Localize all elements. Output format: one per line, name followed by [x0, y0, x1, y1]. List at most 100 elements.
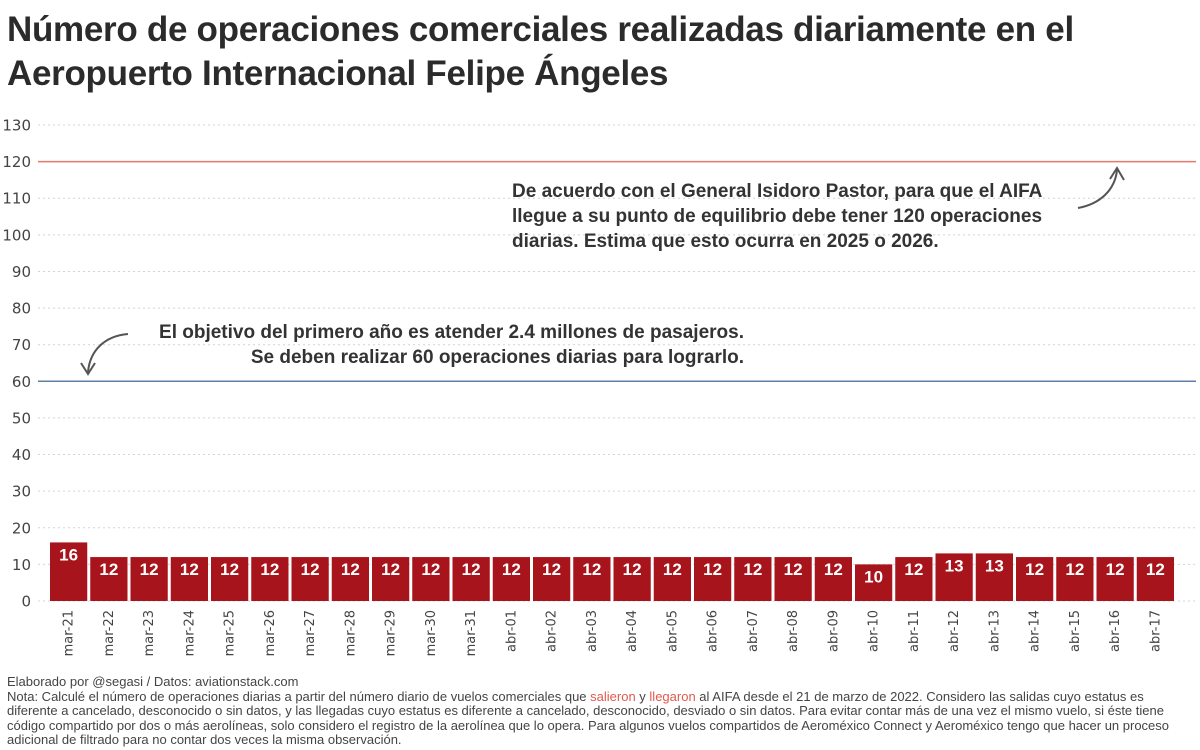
annotation-breakeven: De acuerdo con el General Isidoro Pastor… — [512, 179, 1042, 254]
y-tick-label: 20 — [12, 519, 31, 537]
x-tick-label: abr-17 — [1148, 610, 1163, 652]
bar — [814, 557, 852, 601]
note-text: Nota: Calculé el número de operaciones d… — [7, 688, 1197, 748]
bar — [653, 557, 691, 601]
x-tick-label: abr-08 — [786, 610, 801, 652]
x-tick-label: abr-11 — [907, 610, 922, 652]
bar-value-label: 12 — [743, 560, 762, 579]
bar — [372, 557, 410, 601]
reference-lines — [38, 160, 1196, 383]
x-tick-label: abr-14 — [1028, 610, 1043, 652]
bar-value-label: 13 — [985, 556, 1004, 575]
bar-value-label: 12 — [703, 560, 722, 579]
bar-value-label: 12 — [140, 560, 159, 579]
bar-value-label: 10 — [864, 567, 883, 586]
bar-value-label: 13 — [945, 556, 964, 575]
bar — [492, 557, 530, 601]
bar — [452, 557, 490, 601]
x-tick-label: mar-22 — [102, 610, 117, 656]
bar — [1056, 557, 1094, 601]
y-tick-label: 70 — [12, 336, 31, 354]
arrow-to-60-icon — [87, 333, 129, 373]
bar — [1096, 557, 1134, 601]
bar — [130, 557, 168, 601]
bar — [211, 557, 249, 601]
y-axis: 0 10 20 30 40 50 60 70 80 90 100 110 120 130 — [2, 117, 31, 611]
bar — [855, 564, 893, 601]
y-tick-label: 100 — [2, 226, 31, 244]
chart-title-line-1: Número de operaciones comerciales realiz… — [7, 10, 1074, 49]
annotation-breakeven-line-2: llegue a su punto de equilibrio debe ten… — [512, 206, 1043, 227]
x-tick-label: abr-07 — [746, 610, 761, 652]
annotation-arrows — [80, 166, 1125, 376]
x-tick-label: abr-12 — [947, 610, 962, 652]
x-tick-label: mar-29 — [384, 610, 399, 656]
bar — [975, 553, 1013, 601]
x-tick-label: abr-01 — [504, 610, 519, 652]
x-tick-label: mar-23 — [142, 610, 157, 656]
bar — [170, 557, 208, 601]
bar-value-label: 12 — [1065, 560, 1084, 579]
x-tick-label: mar-31 — [464, 610, 479, 656]
bar-labels: 16 12 12 12 12 12 12 12 12 12 12 12 12 12 12 12 12 12 12 12… — [59, 545, 1165, 586]
bar-value-label: 12 — [784, 560, 803, 579]
bar — [613, 557, 651, 601]
x-tick-label: mar-24 — [182, 610, 197, 656]
bar-chart: 0 10 20 30 40 50 60 70 80 90 100 110 120 130 16 12 12 12… — [2, 117, 1196, 656]
bar-value-label: 12 — [623, 560, 642, 579]
y-tick-label: 10 — [12, 556, 31, 574]
y-tick-label: 60 — [12, 373, 31, 391]
annotation-breakeven-line-3: diarias. Estima que esto ocurra en 2025 … — [512, 231, 939, 252]
annotation-first-year-goal: El objetivo del primero año es atender 2… — [140, 320, 744, 370]
bar-value-label: 12 — [904, 560, 923, 579]
bar-value-label: 12 — [99, 560, 118, 579]
bar — [774, 557, 812, 601]
x-axis: mar-21 mar-22 mar-23 mar-24 mar-25 mar-26 mar-… — [62, 610, 1164, 656]
x-tick-label: abr-15 — [1068, 610, 1083, 652]
bar — [573, 557, 611, 601]
x-tick-label: abr-06 — [706, 610, 721, 652]
bar — [50, 542, 88, 601]
bar — [412, 557, 450, 601]
bar — [1016, 557, 1054, 601]
bar-value-label: 12 — [663, 560, 682, 579]
bar — [734, 557, 772, 601]
y-tick-label: 120 — [2, 153, 31, 171]
x-tick-label: abr-10 — [867, 610, 882, 652]
note-highlight-llegaron: llegaron — [649, 688, 696, 704]
bar-value-label: 12 — [381, 560, 400, 579]
bar — [935, 553, 973, 601]
bar-value-label: 12 — [341, 560, 360, 579]
x-tick-label: abr-13 — [987, 610, 1002, 652]
bar — [533, 557, 571, 601]
footer: Elaborado por @segasi / Datos: aviations… — [7, 674, 1197, 748]
annotation-goal-line-2: Se deben realizar 60 operaciones diarias… — [250, 347, 744, 368]
x-tick-label: mar-30 — [424, 610, 439, 656]
y-tick-label: 50 — [12, 409, 31, 427]
x-tick-label: abr-09 — [826, 610, 841, 652]
x-tick-label: mar-21 — [62, 610, 77, 656]
bar — [251, 557, 289, 601]
bar-value-label: 12 — [1025, 560, 1044, 579]
chart-title-line-2: Aeropuerto Internacional Felipe Ángeles — [7, 54, 669, 93]
annotation-breakeven-line-1: De acuerdo con el General Isidoro Pastor… — [512, 181, 1043, 202]
x-tick-label: abr-16 — [1108, 610, 1123, 652]
bar-value-label: 12 — [462, 560, 481, 579]
x-tick-label: abr-03 — [585, 610, 600, 652]
arrow-to-120-icon — [1077, 169, 1118, 209]
x-tick-label: mar-27 — [303, 610, 318, 656]
bar — [895, 557, 933, 601]
chart-title: Número de operaciones comerciales realiz… — [7, 8, 1197, 96]
bar — [331, 557, 369, 601]
bar-value-label: 12 — [542, 560, 561, 579]
y-tick-label: 30 — [12, 483, 31, 501]
x-tick-label: mar-25 — [223, 610, 238, 656]
bars — [50, 542, 1174, 601]
bar-value-label: 12 — [502, 560, 521, 579]
y-tick-label: 90 — [12, 263, 31, 281]
y-tick-label: 110 — [2, 190, 31, 208]
x-tick-label: abr-04 — [625, 610, 640, 652]
credit-text: Elaborado por @segasi / Datos: aviations… — [7, 674, 299, 689]
bar — [1136, 557, 1174, 601]
bar — [90, 557, 128, 601]
